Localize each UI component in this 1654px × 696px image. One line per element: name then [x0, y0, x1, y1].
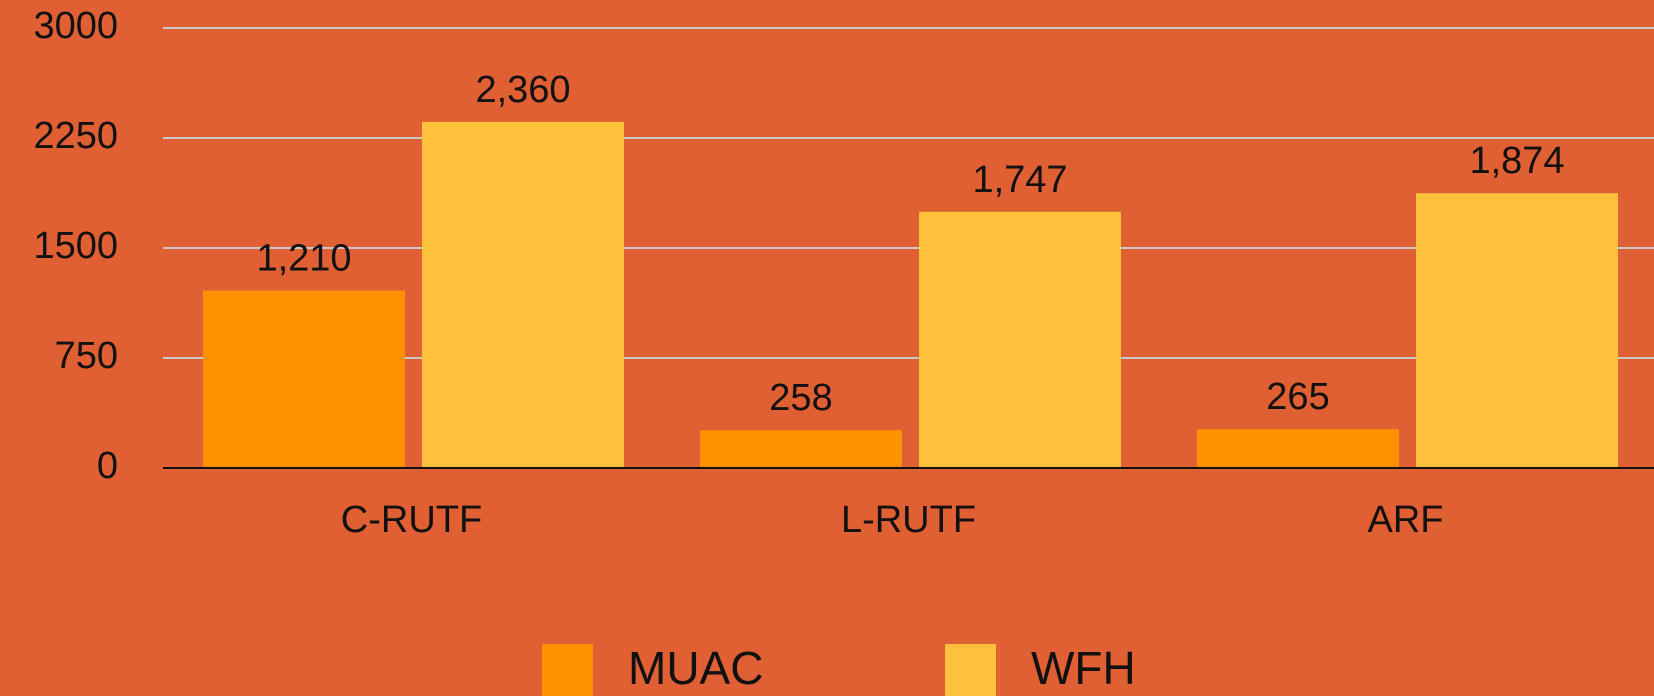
y-tick-label: 0	[97, 445, 118, 487]
y-tick-label: 2250	[33, 115, 118, 157]
legend-label: WFH	[1031, 642, 1136, 694]
data-label: 1,747	[972, 159, 1067, 201]
x-tick-label: L-RUTF	[841, 499, 976, 541]
legend-label: MUAC	[628, 642, 763, 694]
legend-swatch	[542, 644, 593, 696]
x-tick-label: ARF	[1368, 499, 1444, 541]
bar	[203, 290, 405, 468]
x-tick-label: C-RUTF	[341, 499, 482, 541]
data-label: 258	[769, 377, 832, 419]
bar	[919, 211, 1121, 469]
y-tick-label: 1500	[33, 225, 118, 267]
legend-swatch	[945, 644, 996, 696]
bar	[1197, 429, 1399, 468]
bar	[422, 121, 624, 468]
data-label: 1,874	[1469, 140, 1564, 182]
y-tick-label: 750	[55, 335, 118, 377]
bar	[700, 430, 902, 468]
data-label: 2,360	[475, 69, 570, 111]
bar	[1416, 193, 1618, 468]
data-label: 265	[1266, 376, 1329, 418]
data-label: 1,210	[256, 238, 351, 280]
y-tick-label: 3000	[33, 5, 118, 47]
